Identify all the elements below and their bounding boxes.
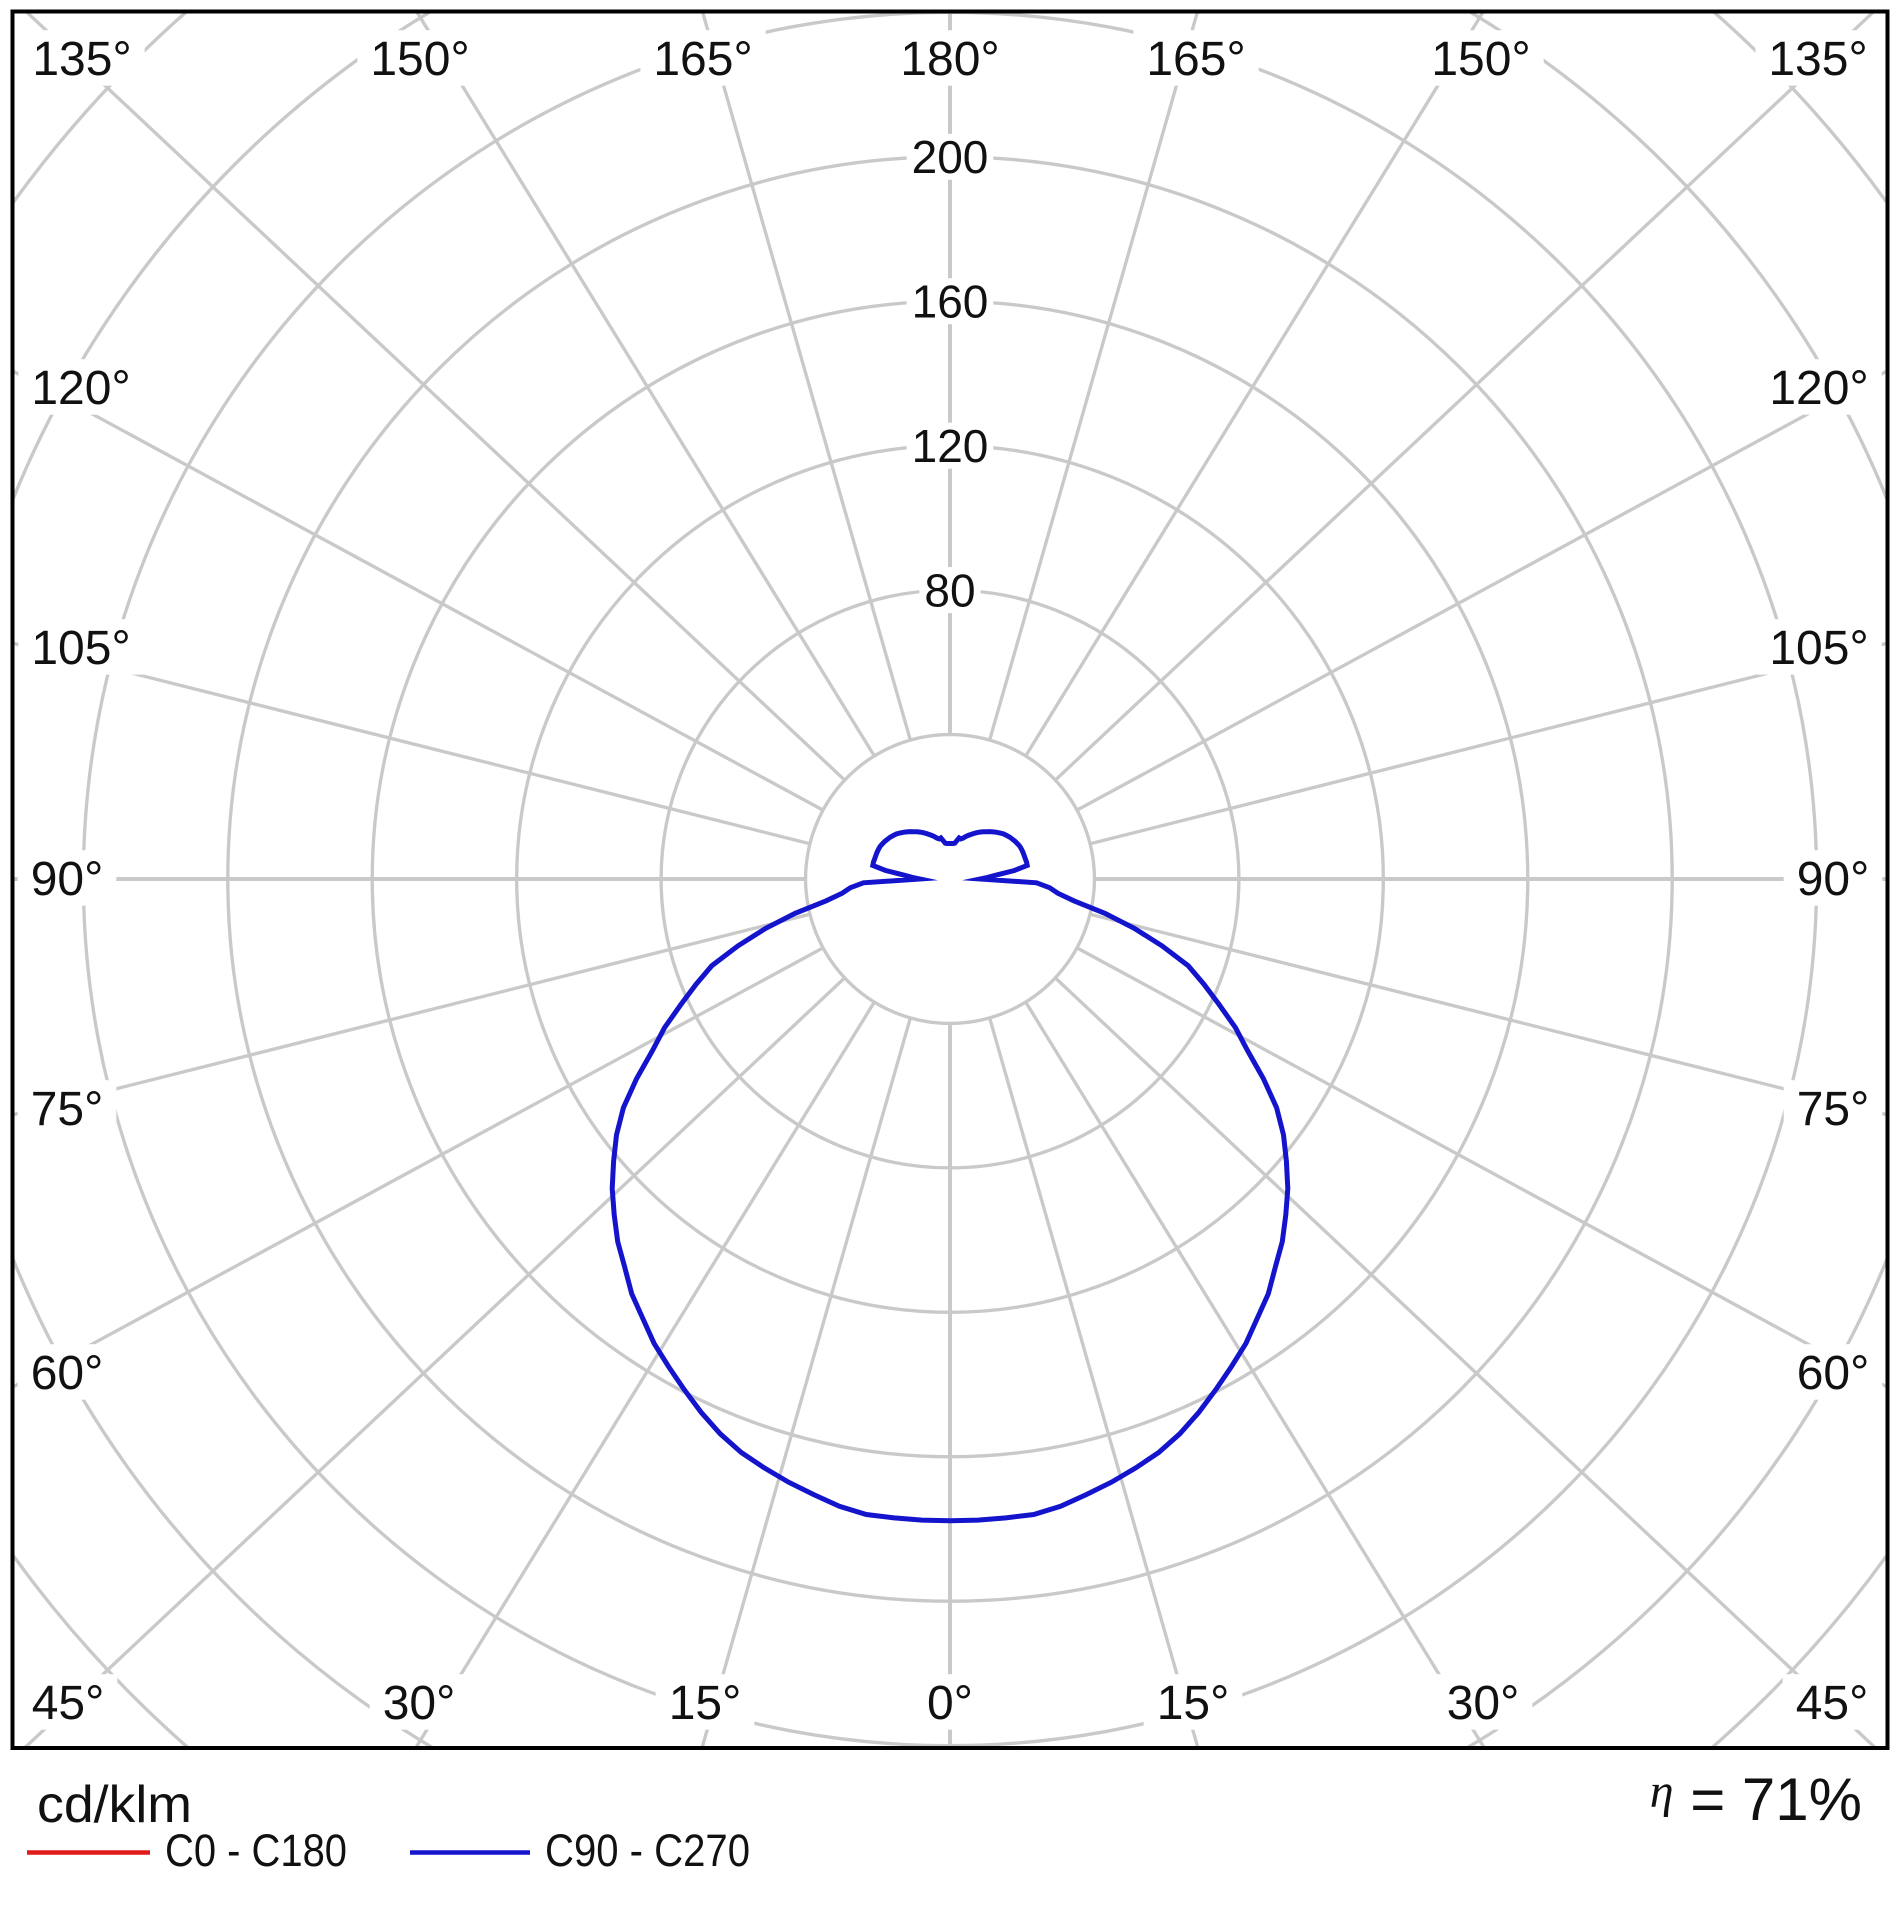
svg-text:cd/klm: cd/klm	[37, 1776, 192, 1834]
svg-text:30°: 30°	[1447, 1677, 1520, 1730]
svg-text:150°: 150°	[370, 33, 469, 86]
svg-text:45°: 45°	[32, 1677, 105, 1730]
svg-text:135°: 135°	[32, 33, 131, 86]
svg-text:165°: 165°	[1146, 33, 1245, 86]
svg-text:15°: 15°	[669, 1677, 742, 1730]
svg-text:120: 120	[912, 420, 989, 472]
svg-text:90°: 90°	[31, 853, 104, 906]
svg-text:75°: 75°	[31, 1083, 104, 1136]
svg-text:120°: 120°	[1769, 362, 1868, 415]
svg-text:160: 160	[912, 276, 989, 328]
svg-text:60°: 60°	[1797, 1347, 1870, 1400]
svg-text:30°: 30°	[383, 1677, 456, 1730]
svg-text:C90 - C270: C90 - C270	[545, 1825, 750, 1876]
svg-text:200: 200	[912, 131, 989, 183]
svg-text:45°: 45°	[1796, 1677, 1869, 1730]
svg-text:165°: 165°	[653, 33, 752, 86]
svg-text:180°: 180°	[900, 33, 999, 86]
svg-text:120°: 120°	[31, 362, 130, 415]
svg-text:80: 80	[924, 565, 975, 617]
svg-text:15°: 15°	[1157, 1677, 1230, 1730]
svg-text:150°: 150°	[1431, 33, 1530, 86]
svg-text:η = 71%: η = 71%	[1650, 1765, 1862, 1833]
svg-text:C0 - C180: C0 - C180	[165, 1825, 347, 1876]
svg-text:105°: 105°	[31, 622, 130, 675]
svg-text:60°: 60°	[31, 1347, 104, 1400]
svg-text:135°: 135°	[1768, 33, 1867, 86]
svg-text:105°: 105°	[1769, 622, 1868, 675]
svg-text:0°: 0°	[927, 1677, 973, 1730]
svg-text:90°: 90°	[1797, 853, 1870, 906]
svg-text:75°: 75°	[1797, 1083, 1870, 1136]
